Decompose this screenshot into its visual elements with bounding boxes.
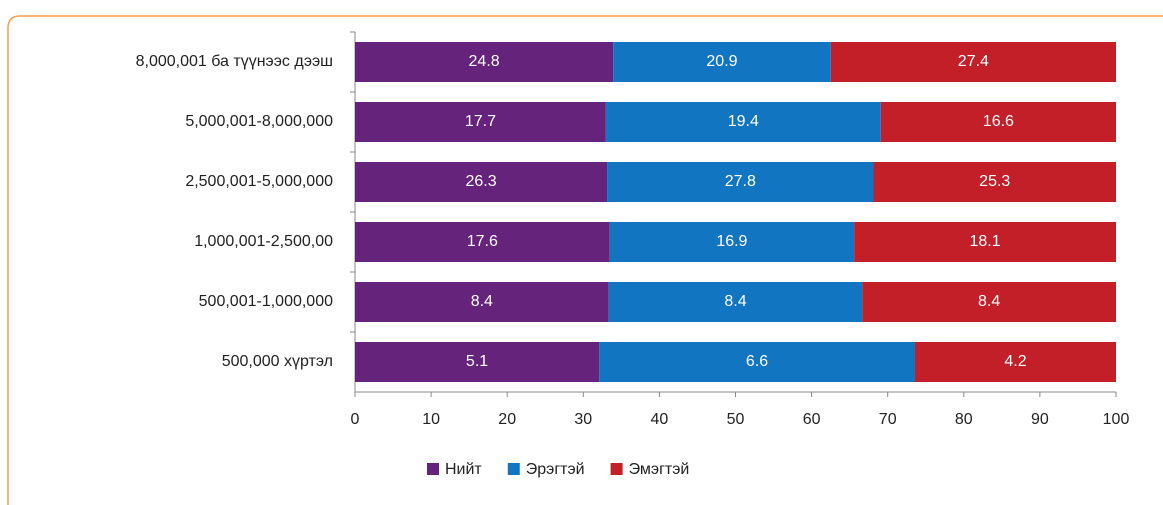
value-label: 20.9	[706, 53, 737, 70]
value-label: 16.9	[716, 233, 747, 250]
value-label: 4.2	[1004, 353, 1026, 370]
bar-segment	[355, 282, 609, 322]
x-tick-label: 70	[879, 411, 897, 428]
bar-segment	[873, 162, 1116, 202]
bar-segment	[355, 222, 610, 262]
bar-segment	[609, 222, 855, 262]
legend-swatch	[427, 463, 439, 475]
bar-segment	[830, 42, 1116, 82]
x-tick-label: 80	[955, 411, 973, 428]
bar-segment	[605, 102, 881, 142]
x-tick-label: 60	[803, 411, 821, 428]
value-label: 17.6	[467, 233, 498, 250]
legend-label: Нийт	[445, 461, 482, 478]
bar-segment	[914, 342, 1116, 382]
x-tick-label: 100	[1103, 411, 1130, 428]
value-label: 19.4	[728, 113, 759, 130]
y-tick-label: 500,000 хүртэл	[222, 353, 333, 370]
legend-label: Эрэгтэй	[526, 461, 585, 478]
y-tick-label: 2,500,001-5,000,000	[185, 173, 333, 190]
bar-segment	[355, 42, 614, 82]
value-label: 8.4	[978, 293, 1000, 310]
value-label: 5.1	[466, 353, 488, 370]
legend-swatch	[507, 463, 520, 475]
bar-segment	[355, 162, 608, 202]
bar-segment	[608, 282, 863, 322]
bar-segment	[854, 222, 1116, 262]
y-tick-label: 5,000,001-8,000,000	[185, 113, 333, 130]
legend-swatch	[610, 463, 623, 475]
x-tick-label: 20	[498, 411, 516, 428]
value-label: 8.4	[724, 293, 746, 310]
x-tick-label: 40	[651, 411, 669, 428]
x-tick-label: 0	[351, 411, 360, 428]
x-tick-label: 50	[727, 411, 745, 428]
bar-segment	[355, 342, 600, 382]
bar-segment	[613, 42, 831, 82]
y-tick-label: 8,000,001 ба түүнээс дээш	[136, 53, 333, 70]
y-tick-label: 1,000,001-2,500,00	[194, 233, 333, 250]
x-tick-label: 90	[1031, 411, 1049, 428]
value-label: 25.3	[979, 173, 1010, 190]
y-tick-label: 500,001-1,000,000	[199, 293, 333, 310]
value-label: 6.6	[746, 353, 768, 370]
value-label: 27.8	[725, 173, 756, 190]
bar-segment	[355, 102, 606, 142]
value-label: 26.3	[465, 173, 496, 190]
legend-label: Эмэгтэй	[629, 461, 690, 478]
bar-segment	[599, 342, 915, 382]
value-label: 17.7	[465, 113, 496, 130]
value-label: 16.6	[983, 113, 1014, 130]
frame	[7, 15, 1163, 505]
value-label: 27.4	[958, 53, 989, 70]
bar-segment	[862, 282, 1116, 322]
x-tick-label: 30	[574, 411, 592, 428]
value-label: 18.1	[969, 233, 1000, 250]
bar-segment	[607, 162, 874, 202]
value-label: 24.8	[469, 53, 500, 70]
bar-segment	[880, 102, 1116, 142]
value-label: 8.4	[471, 293, 493, 310]
x-tick-label: 10	[422, 411, 440, 428]
